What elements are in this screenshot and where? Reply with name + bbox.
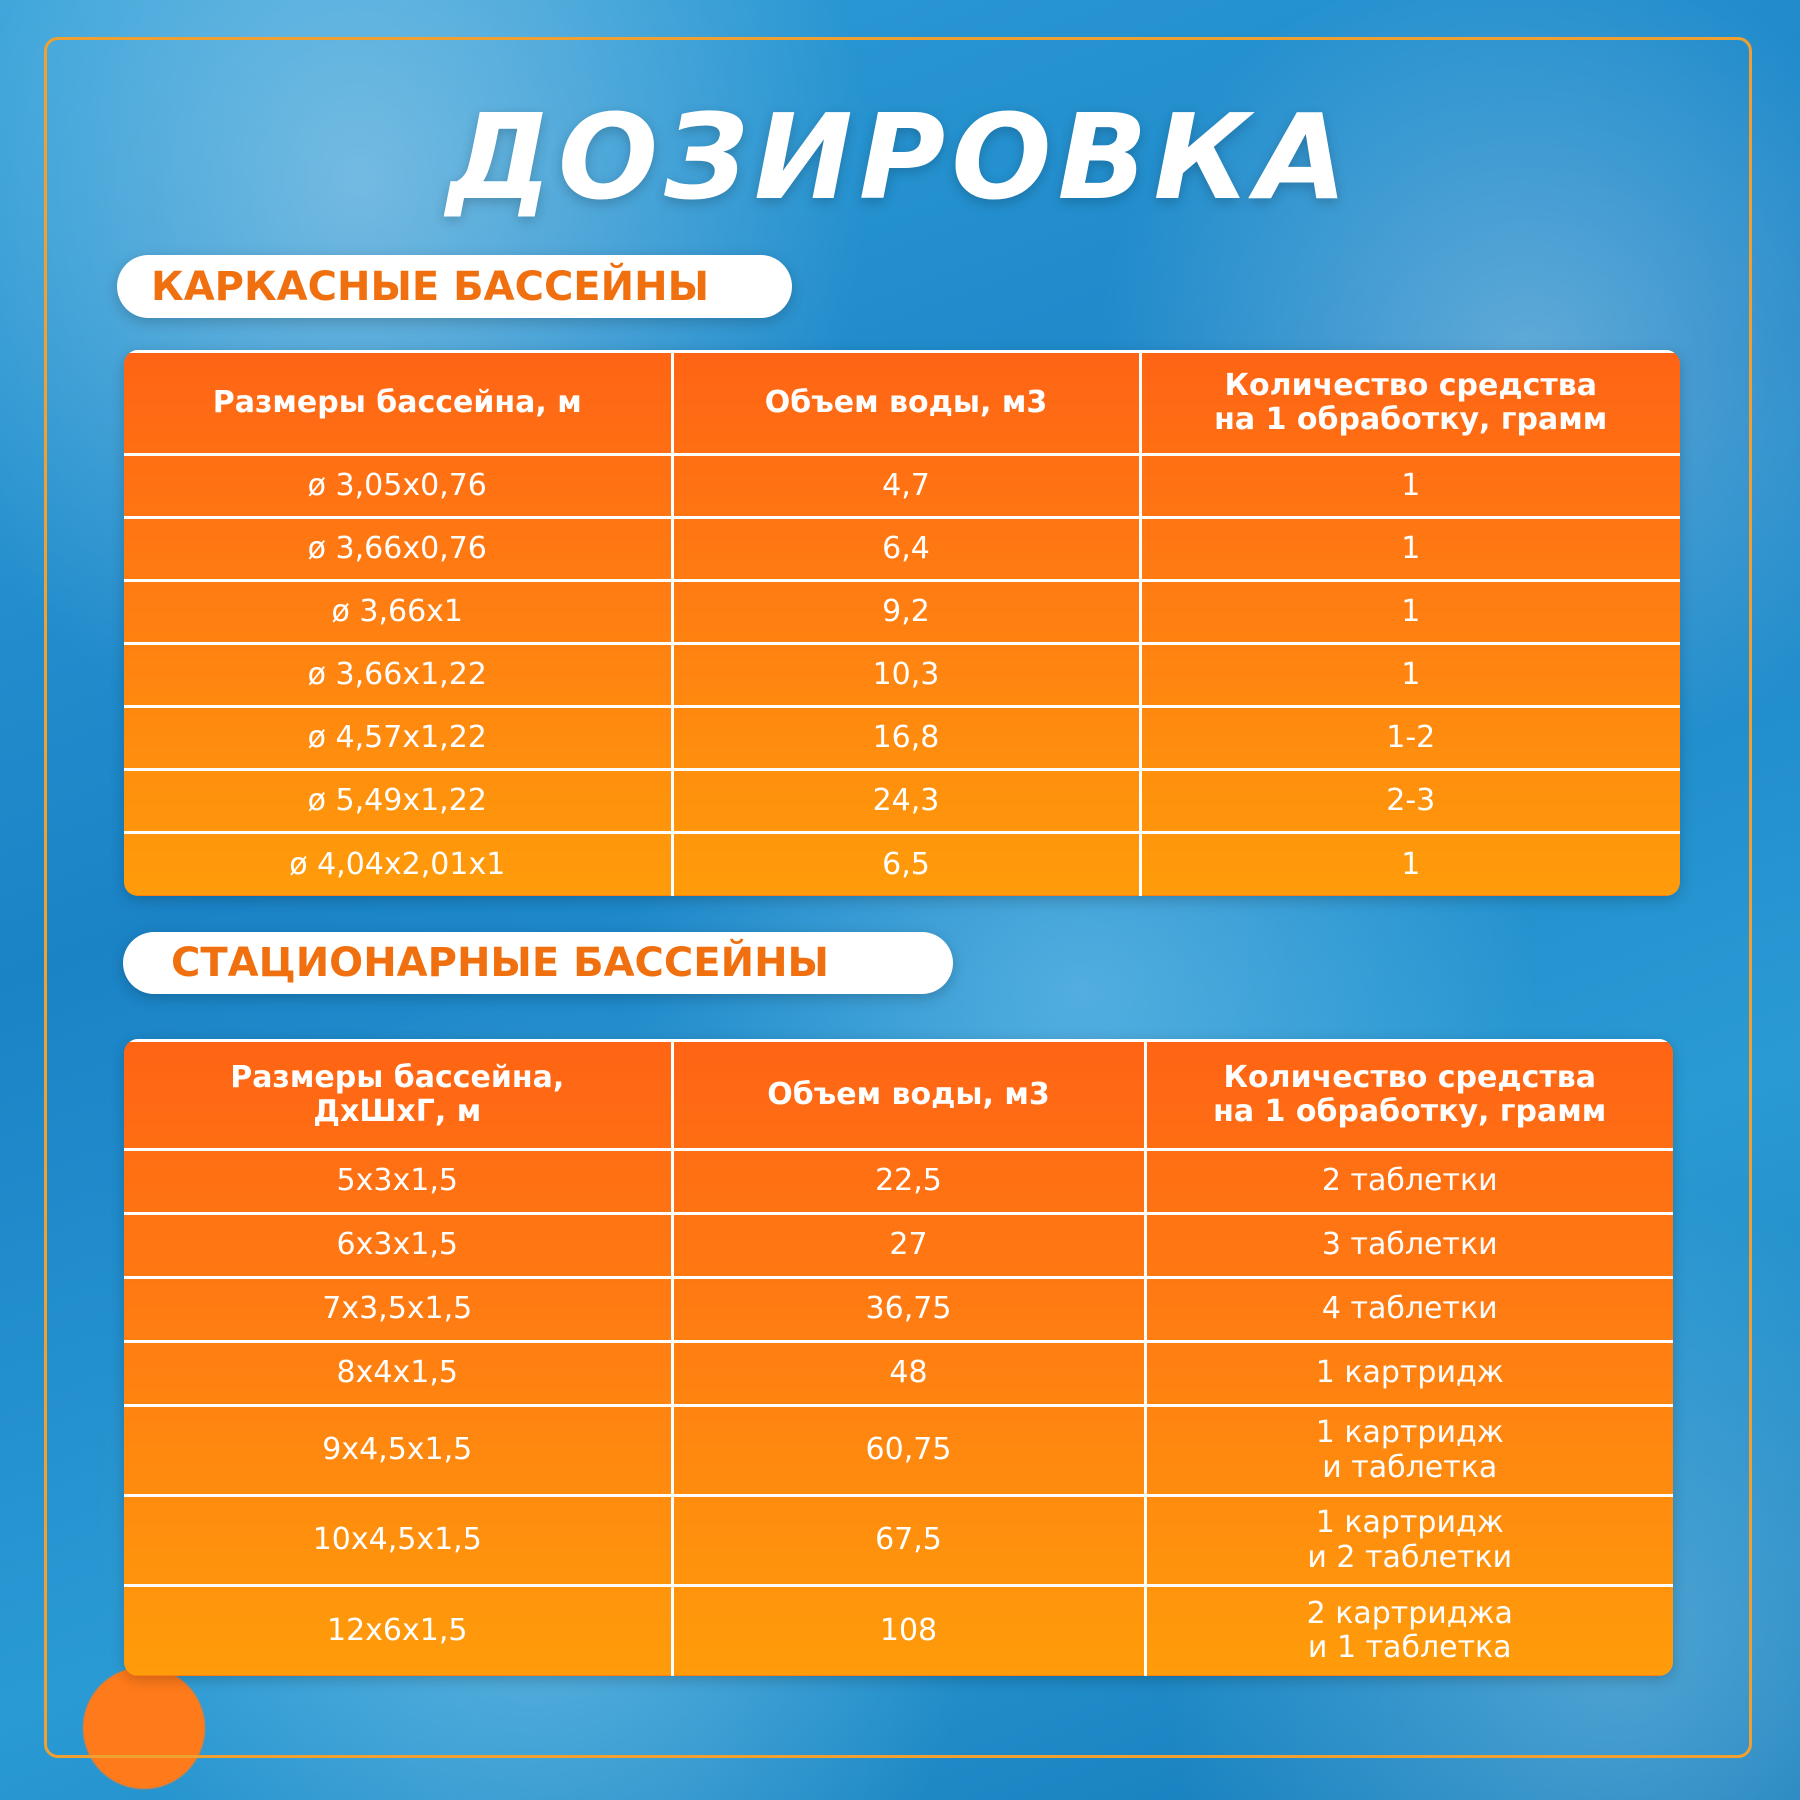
- table-cell: 4 таблетки: [1143, 1276, 1673, 1343]
- table-cell: 1 картридж и таблетка: [1143, 1404, 1673, 1497]
- table-cell: 24,3: [670, 768, 1142, 834]
- table-row: ø 3,66x0,76 6,4 1: [124, 516, 1680, 582]
- header-row: Размеры бассейна, м Объем воды, м3 Количес…: [124, 350, 1680, 456]
- header-cell: Объем воды, м3: [670, 350, 1142, 456]
- table-row: 6x3x1,5 27 3 таблетки: [124, 1212, 1673, 1279]
- table-cell: 108: [670, 1584, 1147, 1676]
- table-row: 10x4,5x1,5 67,5 1 картридж и 2 таблетки: [124, 1494, 1673, 1587]
- table-cell: ø 4,04x2,01x1: [124, 831, 674, 896]
- table-row: 5x3x1,5 22,5 2 таблетки: [124, 1148, 1673, 1215]
- table-cell: 67,5: [670, 1494, 1147, 1587]
- table-row: ø 3,05x0,76 4,7 1: [124, 453, 1680, 519]
- table-cell: 16,8: [670, 705, 1142, 771]
- table-cell: ø 3,05x0,76: [124, 453, 674, 519]
- table-cell: 10,3: [670, 642, 1142, 708]
- header-row: Размеры бассейна, ДхШхГ, м Объем воды, м3…: [124, 1039, 1673, 1151]
- frame: [44, 37, 1752, 1758]
- table-cell: 1 картридж и 2 таблетки: [1143, 1494, 1673, 1587]
- table-row: ø 3,66x1 9,2 1: [124, 579, 1680, 645]
- table-cell: 2-3: [1138, 768, 1680, 834]
- table-row: ø 3,66x1,22 10,3 1: [124, 642, 1680, 708]
- table-cell: 9x4,5x1,5: [124, 1404, 674, 1497]
- table-row: 12x6x1,5 108 2 картриджа и 1 таблетка: [124, 1584, 1673, 1676]
- table-cell: ø 3,66x0,76: [124, 516, 674, 582]
- header-cell: Размеры бассейна, ДхШхГ, м: [124, 1039, 674, 1151]
- table-row: 9x4,5x1,5 60,75 1 картридж и таблетка: [124, 1404, 1673, 1497]
- header-cell: Размеры бассейна, м: [124, 350, 674, 456]
- dosage-table: Размеры бассейна, м Объем воды, м3 Количес…: [124, 350, 1680, 896]
- dosage-table: Размеры бассейна, ДхШхГ, м Объем воды, м3…: [124, 1039, 1673, 1676]
- table-cell: 10x4,5x1,5: [124, 1494, 674, 1587]
- table-cell: 6,5: [670, 831, 1142, 896]
- table-cell: 22,5: [670, 1148, 1147, 1215]
- table-cell: 12x6x1,5: [124, 1584, 674, 1676]
- table-cell: 1 картридж: [1143, 1340, 1673, 1407]
- table-cell: 1-2: [1138, 705, 1680, 771]
- table-cell: 7x3,5x1,5: [124, 1276, 674, 1343]
- table-cell: 2 таблетки: [1143, 1148, 1673, 1215]
- section-heading: СТАЦИОНАРНЫЕ БАССЕЙНЫ: [123, 932, 953, 994]
- table-cell: 4,7: [670, 453, 1142, 519]
- table-cell: 60,75: [670, 1404, 1147, 1497]
- table-row: 7x3,5x1,5 36,75 4 таблетки: [124, 1276, 1673, 1343]
- table-cell: 48: [670, 1340, 1147, 1407]
- table-cell: ø 5,49x1,22: [124, 768, 674, 834]
- section-heading: КАРКАСНЫЕ БАССЕЙНЫ: [117, 255, 792, 318]
- table-cell: 2 картриджа и 1 таблетка: [1143, 1584, 1673, 1676]
- table-cell: 27: [670, 1212, 1147, 1279]
- table-cell: ø 3,66x1: [124, 579, 674, 645]
- title: ДОЗИРОВКА: [446, 88, 1354, 226]
- table-cell: 5x3x1,5: [124, 1148, 674, 1215]
- table-cell: 1: [1138, 516, 1680, 582]
- table-cell: 1: [1138, 579, 1680, 645]
- table-cell: ø 4,57x1,22: [124, 705, 674, 771]
- table-cell: 1: [1138, 642, 1680, 708]
- header-cell: Объем воды, м3: [670, 1039, 1147, 1151]
- table-row: ø 4,57x1,22 16,8 1-2: [124, 705, 1680, 771]
- header-cell: Количество средства на 1 обработку, грам…: [1143, 1039, 1673, 1151]
- table-cell: ø 3,66x1,22: [124, 642, 674, 708]
- table-cell: 1: [1138, 831, 1680, 896]
- table-cell: 36,75: [670, 1276, 1147, 1343]
- table-row: ø 4,04x2,01x1 6,5 1: [124, 831, 1680, 896]
- table-cell: 9,2: [670, 579, 1142, 645]
- table-row: ø 5,49x1,22 24,3 2-3: [124, 768, 1680, 834]
- table-cell: 6x3x1,5: [124, 1212, 674, 1279]
- table-cell: 1: [1138, 453, 1680, 519]
- table-cell: 8x4x1,5: [124, 1340, 674, 1407]
- table-cell: 6,4: [670, 516, 1142, 582]
- table-row: 8x4x1,5 48 1 картридж: [124, 1340, 1673, 1407]
- table-cell: 3 таблетки: [1143, 1212, 1673, 1279]
- header-cell: Количество средства на 1 обработку, грам…: [1138, 350, 1680, 456]
